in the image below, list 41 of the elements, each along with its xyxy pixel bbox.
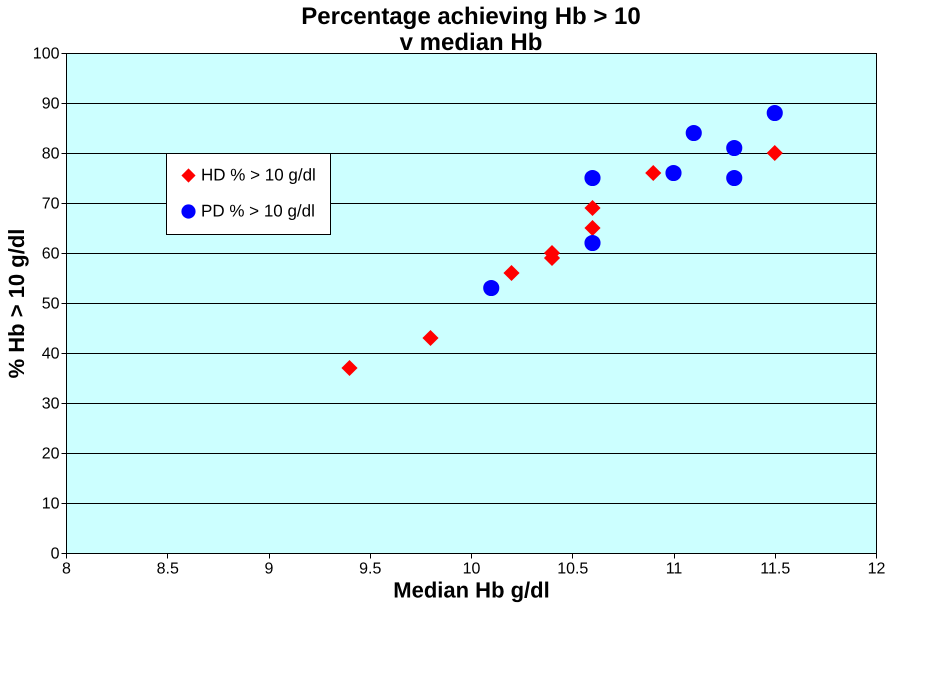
point: [645, 164, 662, 182]
y-axis-title: % Hb > 10 g/dl: [4, 228, 29, 378]
y-tick-label: 0: [50, 546, 60, 562]
legend-label: PD % > 10 g/dl: [201, 202, 315, 220]
x-axis-title: Median Hb g/dl: [393, 578, 550, 602]
x-tick-label: 10: [462, 560, 480, 578]
point: [584, 200, 601, 216]
y-tick-label: 90: [42, 96, 60, 112]
x-tick-label: 12: [868, 560, 886, 578]
point: [584, 234, 601, 252]
point: [726, 170, 742, 186]
x-tick-label: 8: [62, 560, 72, 578]
y-tick-label: 10: [42, 496, 60, 512]
y-tick-label: 60: [42, 246, 60, 262]
point: [584, 220, 601, 236]
y-tick-label: 40: [42, 346, 60, 362]
x-tick-label: 8.5: [156, 560, 179, 578]
x-tick-label: 11: [666, 560, 682, 578]
y-tick-label: 70: [42, 196, 60, 212]
x-tick-label: 9.5: [359, 560, 382, 578]
point: [766, 144, 783, 162]
y-tick-label: 30: [42, 396, 60, 412]
y-tick-label: 80: [42, 146, 60, 162]
text: Percentage achieving Hb > 10: [301, 3, 641, 30]
point: [726, 140, 742, 156]
point: [422, 330, 439, 346]
text: v median Hb: [400, 29, 542, 56]
point: [766, 104, 783, 122]
point: [483, 280, 500, 296]
x-tick-label: 9: [264, 560, 274, 578]
x-tick-label: 10.5: [557, 560, 588, 578]
y-tick-label: 20: [42, 446, 60, 462]
point: [665, 164, 682, 182]
point: [503, 264, 520, 282]
y-tick-label: 50: [42, 296, 60, 312]
y-tick-label: 100: [32, 46, 60, 62]
x-tick-label: 11.5: [760, 560, 790, 578]
legend-label: HD % > 10 g/dl: [201, 166, 316, 184]
point: [584, 170, 601, 186]
point: [341, 360, 358, 376]
point: [686, 124, 702, 142]
